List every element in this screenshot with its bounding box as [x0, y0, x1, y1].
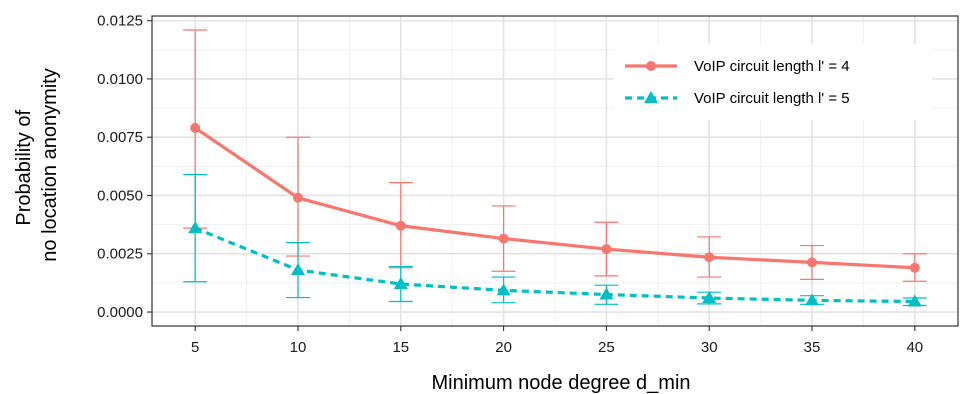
data-point-series-2 [599, 287, 614, 300]
y-tick-label: 0.0050 [97, 187, 143, 204]
legend-label-series-2: VoIP circuit length l' = 5 [694, 90, 850, 107]
data-point-series-2 [907, 294, 922, 307]
legend: VoIP circuit length l' = 4 VoIP circuit … [614, 44, 932, 120]
y-axis-title: Probability of no location anonymity [13, 68, 61, 261]
legend-key-marker-series-1 [646, 61, 656, 71]
data-point-series-1 [190, 122, 201, 133]
data-point-series-2 [393, 277, 408, 290]
x-tick-label: 5 [191, 339, 199, 356]
series-markers [188, 122, 922, 307]
x-tick-label: 15 [392, 339, 409, 356]
series-line-1 [194, 126, 915, 270]
x-tick-label: 20 [495, 339, 512, 356]
series-lines [194, 126, 915, 304]
legend-key-marker-series-2 [644, 91, 658, 103]
legend-background [614, 44, 932, 120]
data-point-series-2 [188, 221, 203, 234]
x-axis-ticks: 5 10 15 20 25 30 35 40 [191, 326, 923, 356]
x-tick-label: 40 [906, 339, 923, 356]
plot-panel-border [151, 15, 959, 327]
y-axis-title-line-2: no location anonymity [39, 68, 61, 261]
data-point-series-1 [292, 192, 303, 203]
y-tick-label: 0.0000 [97, 304, 143, 321]
x-tick-label: 30 [701, 339, 718, 356]
x-tick-label: 25 [598, 339, 615, 356]
legend-item-series-1: VoIP circuit length l' = 4 [625, 58, 850, 75]
x-axis-title: Minimum node degree d_min [431, 372, 690, 394]
x-tick-label: 10 [290, 339, 307, 356]
x-tick-label: 35 [804, 339, 821, 356]
data-point-series-2 [805, 293, 820, 306]
data-point-series-2 [290, 263, 305, 276]
y-tick-label: 0.0100 [97, 71, 143, 88]
data-point-series-1 [807, 257, 818, 268]
data-point-series-1 [601, 244, 612, 255]
y-tick-label: 0.0125 [97, 13, 143, 30]
legend-label-series-1: VoIP circuit length l' = 4 [694, 58, 850, 75]
legend-item-series-2: VoIP circuit length l' = 5 [625, 90, 850, 107]
data-point-series-1 [704, 252, 715, 263]
data-point-series-1 [498, 233, 509, 244]
y-tick-label: 0.0075 [97, 129, 143, 146]
y-axis-title-line-1: Probability of [13, 110, 35, 226]
data-point-series-2 [702, 291, 717, 304]
y-tick-label: 0.0025 [97, 246, 143, 263]
data-point-series-1 [395, 220, 406, 231]
data-point-series-1 [909, 262, 920, 273]
data-point-series-2 [496, 283, 511, 296]
y-axis-ticks: 0.0000 0.0025 0.0050 0.0075 0.0100 0.0125 [97, 13, 152, 321]
